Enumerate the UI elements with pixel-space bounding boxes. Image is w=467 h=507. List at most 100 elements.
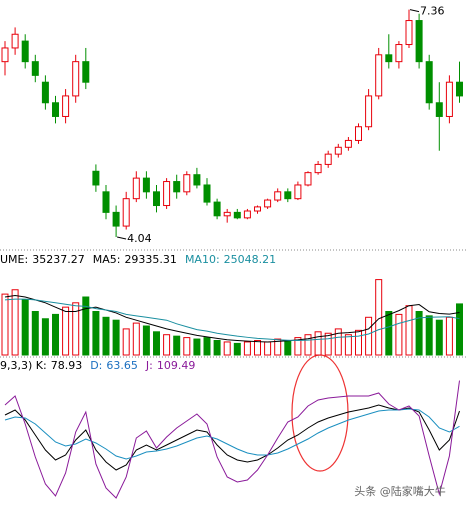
volume-bar [314,331,322,356]
volume-bar [41,318,49,356]
candle-body [395,44,403,63]
volume-bar [82,296,90,356]
volume-bar [132,322,140,356]
volume-bar [193,338,201,356]
legend-name: D: [90,359,102,372]
volume-bar [355,329,362,356]
candle-body [31,61,39,76]
volume-bar [233,342,241,356]
candle-body [344,139,352,148]
legend-value: 109.49 [157,359,196,372]
candle-body [274,191,282,201]
volume-bar [435,319,443,356]
candle-body [62,95,70,117]
candle-body [102,191,110,213]
legend-value: 35237.27 [32,253,85,266]
candle-body [375,54,383,97]
candle-body [314,163,322,174]
legend-value: 63.65 [106,359,138,372]
volume-bar [203,337,211,356]
volume-bar [52,313,59,356]
candle-body [425,61,433,104]
volume-bar [183,337,191,356]
candle-body [203,184,211,203]
candle-body [112,211,120,227]
volume-bar [223,341,231,356]
volume-bar [163,334,171,356]
volume-bar [62,306,70,356]
volume-bar [294,337,302,356]
candle-body [153,191,160,207]
volume-bar [324,332,332,356]
volume-bar [425,315,433,356]
volume-bar [415,311,423,356]
kdj-line [4,380,460,499]
volume-bar [243,341,251,356]
candle-body [284,191,292,200]
volume-bar [31,311,39,356]
annotation-arrow [409,9,420,13]
candle-body [365,95,373,128]
volume-bar [142,325,150,356]
candle-body [193,174,201,186]
legend-name: UME: [0,253,28,266]
volume-bar [153,331,160,356]
kdj-line [4,404,460,471]
legend-name: 9,3,3) K: [0,359,47,372]
volume-bar [375,279,383,356]
kdj-line [4,408,460,460]
candle-body [233,211,241,219]
volume-bar [1,293,9,356]
candle-body [435,102,443,117]
candle-body [213,201,221,217]
volume-bar [385,311,393,356]
volume-bar [213,340,221,356]
volume-bar [264,341,272,356]
candle-body [122,198,130,227]
candle-body [415,20,423,63]
volume-bar [254,340,261,356]
candle-body [183,174,191,193]
legend-value: 78.93 [51,359,83,372]
volume-bar [304,334,312,356]
candle-body [142,177,150,193]
candle-body [445,81,453,117]
legend: UME: 35237.27 MA5: 29335.31 MA10: 25048.21 [0,253,276,266]
volume-bar [92,311,100,356]
candle-body [334,146,342,155]
candle-body [264,199,272,208]
volume-bar [11,289,19,356]
legend-value: 29335.31 [124,253,177,266]
candle-body [324,153,332,165]
candle-body [456,81,463,97]
legend-value: 25048.21 [224,253,277,266]
candle-body [21,40,29,63]
volume-bar [284,340,292,356]
ma-line [4,298,460,342]
volume-bar [102,316,110,356]
volume-bar [344,334,352,356]
volume-bar [21,299,29,356]
watermark: 头条 @陆家嘴大牛 [354,484,446,498]
candle-body [82,61,90,83]
legend-name: J: [145,359,153,372]
volume-bar [122,328,130,356]
candle-body [294,184,302,200]
legend-name: MA10: [185,253,220,266]
volume-bar [173,335,181,356]
candle-body [11,33,19,49]
annotation-label: 7.36 [420,5,445,18]
candle-body [304,172,312,186]
volume-bar [112,319,120,356]
candle-body [385,54,393,63]
volume-bar [456,303,463,356]
candle-body [41,81,49,104]
legend: 9,3,3) K: 78.93 D: 63.65 J: 109.49 [0,359,195,372]
candle-body [223,211,231,217]
volume-bar [365,316,373,356]
candle-body [405,20,413,46]
candle-body [52,102,59,117]
volume-bar [445,316,453,356]
candle-body [72,61,80,97]
candle-body [1,47,9,63]
